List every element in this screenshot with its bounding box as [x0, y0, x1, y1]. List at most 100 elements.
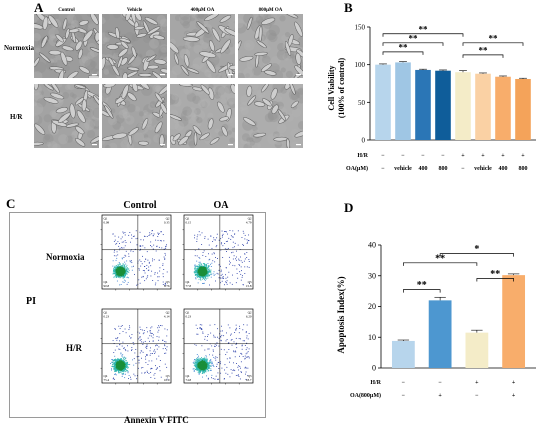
hr-flag: +	[521, 153, 525, 159]
y-tick-label: 0	[362, 137, 366, 145]
bar	[495, 76, 511, 140]
significance-label: **	[409, 33, 419, 43]
quadrant-label: 0.23	[104, 315, 110, 319]
chart-b-ylabel-line1: Cell Viability	[327, 65, 336, 110]
quadrant-label: 6.20	[246, 315, 252, 319]
y-tick-label: 10	[368, 333, 376, 342]
significance-bracket	[382, 42, 444, 46]
oa-dose-label: 800	[439, 166, 448, 172]
oa-dose-label: vehicle	[474, 166, 492, 172]
bar	[475, 73, 491, 140]
bar	[502, 275, 526, 368]
quadrant-label: Q1	[104, 311, 108, 315]
flow-xlabel-annexin: Annexin V FITC	[124, 415, 189, 425]
quadrant-label: 4.14	[164, 315, 170, 319]
col-label-vehicle: Vehicle	[126, 8, 143, 13]
quadrant-label: 0.23	[186, 315, 192, 319]
micrograph-hr-400-oa	[170, 84, 235, 148]
panel-c-letter: C	[6, 196, 16, 211]
quadrant-label: Q2	[248, 217, 252, 221]
y-tick-label: 150	[355, 24, 366, 32]
micrograph-hr-800-oa	[238, 84, 303, 148]
significance-bracket	[476, 278, 514, 282]
quadrant-label: Q3	[166, 374, 170, 378]
y-tick-label: 0	[372, 364, 376, 373]
quadrant-label: 10.9	[164, 378, 170, 382]
quadrant-label: Q4	[104, 374, 108, 378]
quadrant-label: 75.4	[104, 378, 110, 382]
hr-flag: +	[481, 153, 485, 159]
y-tick-label: 40	[368, 241, 376, 250]
significance-label: **	[490, 269, 500, 280]
panel-d-letter: D	[344, 200, 354, 215]
hr-flag: −	[401, 153, 405, 159]
bar	[391, 340, 415, 368]
y-tick-label: 100	[355, 61, 366, 69]
chart-d-row-oa: OA(800μM)	[350, 392, 381, 399]
significance-label: *	[474, 244, 479, 255]
oa-dose-label: 400	[499, 166, 508, 172]
col-label-400-oa: 400μM OA	[190, 8, 215, 13]
significance-bracket	[439, 253, 514, 257]
micrograph-hr-vehicle	[102, 84, 167, 148]
quadrant-label: 90.8	[104, 284, 110, 288]
quadrant-label: Q4	[186, 280, 190, 284]
bar	[395, 62, 411, 141]
quadrant-label: Q3	[166, 280, 170, 284]
quadrant-label: Q2	[248, 311, 252, 315]
micrograph-normoxia-vehicle	[102, 14, 167, 78]
micrograph-hr-control	[34, 84, 99, 148]
hr-flag: +	[512, 380, 516, 386]
quadrant-label: Q3	[248, 374, 252, 378]
hr-flag: −	[421, 153, 425, 159]
significance-label: **	[435, 253, 445, 264]
oa-dose-label: 800	[519, 166, 528, 172]
quadrant-label: 4.79	[246, 221, 252, 225]
quadrant-label: 0.08	[104, 221, 110, 225]
cell-viability-chart: Cell Viability (100% of control) 0 50 100 1…	[327, 24, 536, 172]
quadrant-label: 8.76	[164, 284, 170, 288]
hr-flag: +	[461, 153, 465, 159]
significance-bracket	[462, 54, 504, 58]
panel-a-letter: A	[34, 0, 44, 15]
row-label-hr: H/R	[10, 113, 23, 121]
quadrant-label: Q2	[166, 217, 170, 221]
significance-label: **	[419, 24, 429, 34]
oa-dose-label: vehicle	[394, 166, 412, 172]
oa-flag: −	[402, 393, 406, 399]
bar	[375, 64, 391, 140]
chart-b-ylabel-line2: (100% of control)	[337, 58, 346, 119]
quadrant-label: Q2	[166, 311, 170, 315]
col-label-control: Control	[58, 8, 75, 13]
quadrant-label: Q1	[104, 217, 108, 221]
oa-dose-label: 400	[419, 166, 428, 172]
quadrant-label: Q1	[186, 311, 190, 315]
quadrant-label: 77.8	[186, 284, 192, 288]
significance-label: **	[479, 45, 489, 55]
flow-row-hr: H/R	[66, 343, 83, 353]
y-tick-label: 50	[358, 99, 366, 107]
bar	[415, 69, 431, 140]
bar	[435, 70, 451, 140]
quadrant-label: Q4	[104, 280, 108, 284]
flow-ylabel-pi: PI	[26, 296, 36, 307]
chart-b-row-oa: OA(μM)	[346, 165, 368, 172]
panel-b-letter: B	[344, 0, 353, 15]
significance-label: **	[489, 33, 499, 43]
y-tick-label: 30	[368, 271, 376, 280]
oa-dose-label: −	[381, 166, 385, 172]
hr-flag: +	[475, 380, 479, 386]
significance-label: **	[399, 42, 409, 52]
significance-bracket	[382, 51, 424, 55]
chart-d-row-hr: H/R	[370, 380, 381, 386]
micrograph-normoxia-400-oa	[170, 14, 235, 78]
panel-c-frame	[9, 212, 266, 418]
quadrant-label: Q4	[186, 374, 190, 378]
quadrant-label: 0.15	[186, 221, 192, 225]
oa-flag: +	[512, 393, 516, 399]
hr-flag: +	[501, 153, 505, 159]
significance-bracket	[382, 33, 464, 37]
